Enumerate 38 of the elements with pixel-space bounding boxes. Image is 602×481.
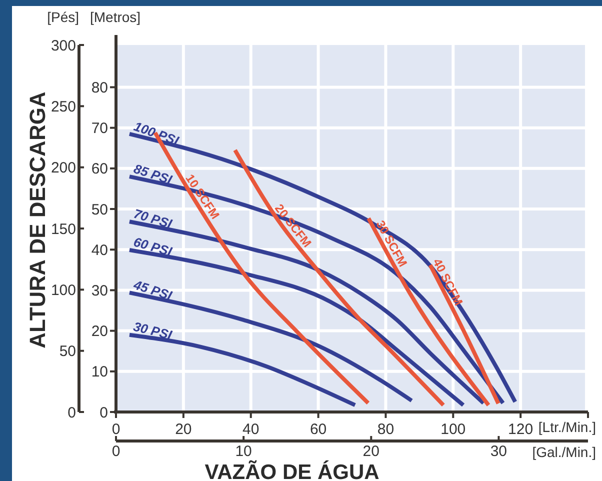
y2-axis-title: [Pés] <box>47 9 79 25</box>
y-tick-label: 80 <box>91 79 108 96</box>
x2-tick-label: 20 <box>362 443 380 460</box>
text: 85 PSI <box>132 160 174 188</box>
y2-tick-label: 200 <box>50 160 76 177</box>
y-tick-label: 0 <box>100 404 108 422</box>
x-tick-label: 60 <box>310 421 327 438</box>
y2-tick-label: 0 <box>68 404 76 422</box>
y2-tick-label: 300 <box>50 37 76 54</box>
x-tick-label: 120 <box>508 421 534 438</box>
y-tick-label: 40 <box>91 242 108 259</box>
x2-axis-title: [Gal./Min.] <box>532 444 596 460</box>
y-tick-label: 10 <box>91 364 108 381</box>
x-tick-label: 0 <box>112 421 120 438</box>
x-tick-label: 40 <box>242 421 260 438</box>
x-axis-title: [Ltr./Min.] <box>538 419 596 435</box>
text: 70 PSI <box>132 206 174 232</box>
y2-tick-label: 250 <box>50 98 76 116</box>
x2-tick-label: 0 <box>112 443 120 460</box>
y-tick-label: 70 <box>91 120 108 138</box>
y-tick-label: 20 <box>91 323 108 340</box>
text: 30 PSI <box>132 318 174 343</box>
y2-tick-label: 50 <box>59 343 76 360</box>
text: 60 PSI <box>132 234 174 260</box>
y-tick-label: 30 <box>91 282 108 300</box>
y-axis-title: [Metros] <box>90 9 141 25</box>
x2-tick-label: 30 <box>490 443 508 460</box>
text: VAZÃO DE ÁGUA <box>204 460 380 481</box>
y-tick-label: 60 <box>91 160 108 178</box>
x-tick-label: 100 <box>440 421 466 438</box>
y2-tick-label: 150 <box>50 220 76 238</box>
y-tick-label: 50 <box>91 201 108 218</box>
x-tick-label: 20 <box>175 421 192 438</box>
x-tick-label: 80 <box>377 421 394 438</box>
text: 45 PSI <box>131 276 174 304</box>
text: ALTURA DE DESCARGA <box>25 92 50 348</box>
y2-tick-label: 100 <box>50 282 76 299</box>
x2-tick-label: 10 <box>235 443 252 460</box>
